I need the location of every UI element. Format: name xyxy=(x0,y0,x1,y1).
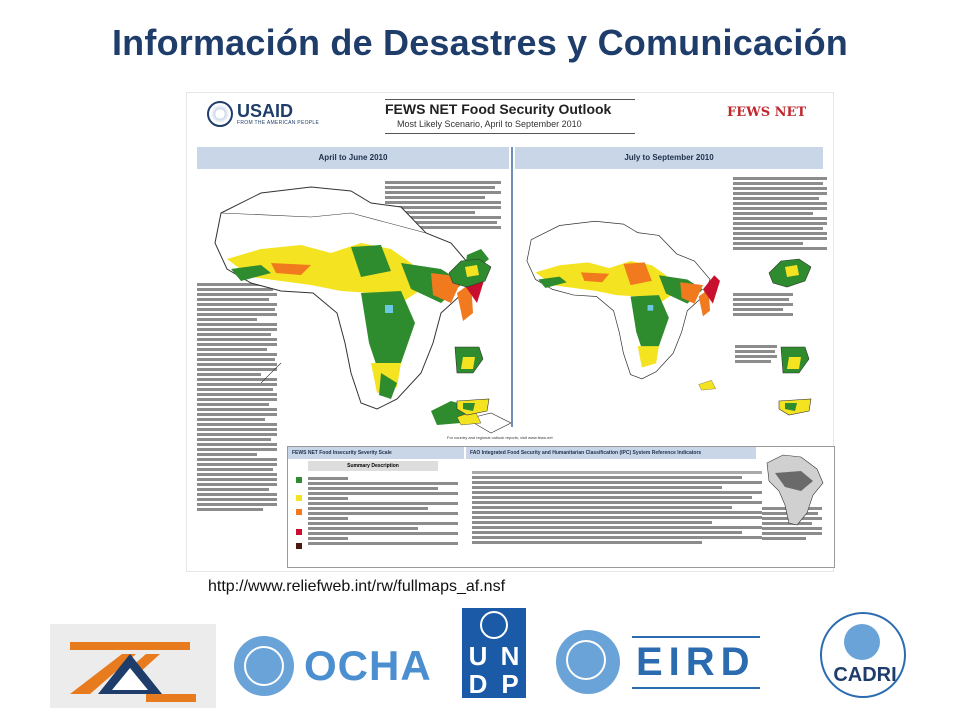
africa-map-jul-sep xyxy=(526,220,720,391)
document-subtitle: Most Likely Scenario, April to September… xyxy=(397,119,582,129)
title-rule-top xyxy=(385,99,635,100)
fews-outlook-document: USAID FROM THE AMERICAN PEOPLE FEWS NET … xyxy=(186,92,835,572)
fewsnet-wordmark: FEWS NET xyxy=(727,105,807,120)
severity-scale-header: FEWS NET Food Insecurity Severity Scale xyxy=(288,447,464,459)
severity-swatch-5 xyxy=(296,543,302,549)
usaid-seal-icon xyxy=(207,101,233,127)
guatemala-inset-map-left xyxy=(454,346,484,374)
right-panel-text-3 xyxy=(735,345,777,365)
afghanistan-inset-map-left xyxy=(448,258,492,288)
ocha-wordmark: OCHA xyxy=(304,642,432,689)
cadri-wordmark: CADRI xyxy=(833,664,897,686)
severity-swatch-1 xyxy=(296,477,302,483)
panel-head-left: April to June 2010 xyxy=(197,147,509,169)
fewsnet-logo: FEWS NET xyxy=(727,105,806,125)
severity-descriptions xyxy=(308,477,458,547)
ipc-header: FAO Integrated Food Security and Humanit… xyxy=(466,447,756,459)
usaid-wordmark: USAID xyxy=(237,101,294,121)
ipc-indicators xyxy=(472,471,762,546)
undp-letter-u: U xyxy=(468,641,488,671)
undp-letter-n: N xyxy=(500,641,520,671)
document-title: FEWS NET Food Security Outlook xyxy=(385,101,612,117)
severity-swatch-3 xyxy=(296,509,302,515)
outlook-note: For country and regional outlook reports… xyxy=(447,435,553,440)
slide-title: Información de Desastres y Comunicación xyxy=(111,22,848,63)
usaid-tagline: FROM THE AMERICAN PEOPLE xyxy=(237,120,320,126)
title-rule-bottom xyxy=(385,133,635,134)
partner-logos: OCHA U N D P EIRD CADRI xyxy=(0,600,960,720)
severity-table: FEWS NET Food Insecurity Severity Scale … xyxy=(287,446,835,568)
guatemala-inset-map-right xyxy=(780,346,810,374)
un-emblem-icon xyxy=(556,630,620,694)
undp-letter-d: D xyxy=(468,669,488,699)
cadri-logo: CADRI xyxy=(820,612,906,698)
right-panel-text-2 xyxy=(733,293,793,318)
left-panel-text xyxy=(385,181,501,231)
civil-protection-logo xyxy=(50,624,216,708)
ocha-logo: OCHA xyxy=(234,636,432,696)
left-text-column xyxy=(197,283,277,513)
undp-logo: U N D P xyxy=(462,608,526,698)
source-url[interactable]: http://www.reliefweb.int/rw/fullmaps_af.… xyxy=(208,578,506,595)
un-emblem-icon xyxy=(844,624,880,660)
un-emblem-icon xyxy=(234,636,294,696)
panel-head-right: July to September 2010 xyxy=(515,147,823,169)
summary-description-header: Summary Description xyxy=(308,461,438,471)
undp-emblem-area xyxy=(462,608,526,642)
right-panel-text xyxy=(733,177,827,252)
civil-protection-emblem-icon xyxy=(70,642,196,702)
haiti-inset-map-right xyxy=(778,398,812,416)
afghanistan-inset-map-right xyxy=(768,258,812,288)
undp-emblem-icon xyxy=(480,611,508,639)
panel-divider xyxy=(511,147,513,427)
cadri-ring: CADRI xyxy=(820,612,906,698)
haiti-inset-map-left xyxy=(456,398,490,416)
severity-swatch-2 xyxy=(296,495,302,501)
undp-letter-p: P xyxy=(501,669,519,699)
fewsnet-tagline-graphic xyxy=(727,120,806,125)
usaid-logo: USAID FROM THE AMERICAN PEOPLE xyxy=(207,101,319,127)
severity-swatch-4 xyxy=(296,529,302,535)
eird-logo: EIRD xyxy=(556,630,760,694)
africa-locator-map xyxy=(766,454,824,526)
eird-wordmark: EIRD xyxy=(632,635,760,689)
